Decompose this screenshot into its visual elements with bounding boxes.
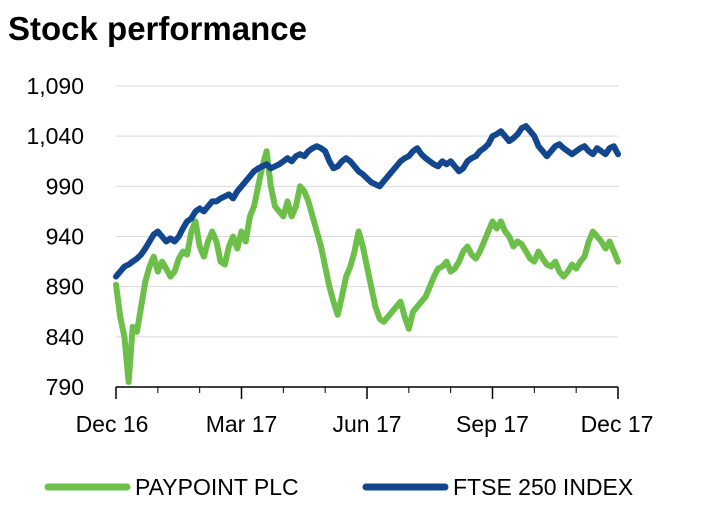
- y-tick-label: 1,040: [26, 123, 84, 149]
- x-tick-label: Mar 17: [206, 411, 278, 437]
- x-tick-label: Dec 17: [581, 411, 654, 437]
- series-lines: [113, 123, 621, 385]
- chart-title: Stock performance: [8, 10, 307, 47]
- legend-label: FTSE 250 INDEX: [453, 474, 633, 500]
- y-tick-label: 840: [46, 324, 84, 350]
- x-tick-label: Jun 17: [332, 411, 401, 437]
- legend: PAYPOINT PLC FTSE 250 INDEX: [44, 474, 633, 500]
- legend-label: PAYPOINT PLC: [135, 474, 299, 500]
- y-tick-label: 1,090: [26, 73, 84, 99]
- series-line-ftse-250: [113, 123, 621, 280]
- y-tick-label: 940: [46, 224, 84, 250]
- x-axis: Dec 16 Mar 17 Jun 17 Sep 17 Dec 17: [76, 386, 654, 437]
- x-tick-label: Sep 17: [456, 411, 529, 437]
- y-tick-label: 990: [46, 173, 84, 199]
- y-tick-label: 890: [46, 274, 84, 300]
- grid: [116, 85, 618, 338]
- y-tick-label: 790: [46, 374, 84, 400]
- series-line-paypoint: [113, 148, 621, 385]
- y-axis-ticks: 1,090 1,040 990 940 890 840 790: [26, 73, 84, 400]
- x-tick-label: Dec 16: [76, 411, 149, 437]
